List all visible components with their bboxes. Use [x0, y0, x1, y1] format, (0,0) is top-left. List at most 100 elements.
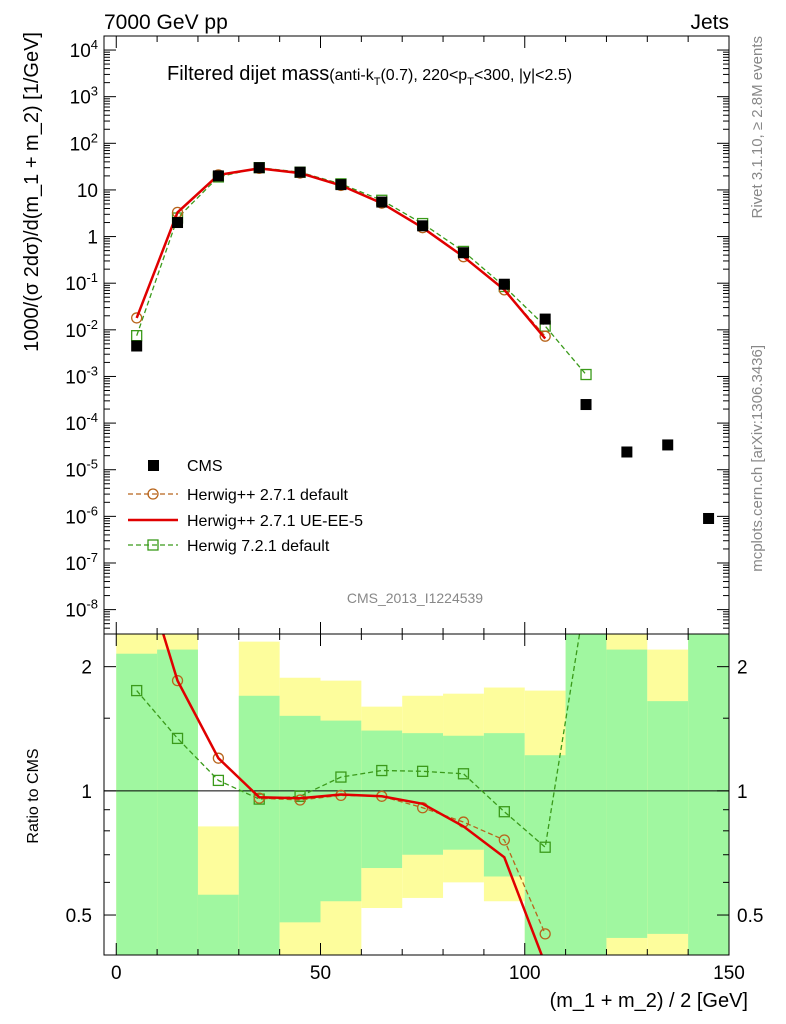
tick-exponent: 4: [91, 37, 98, 52]
tick-exponent: -5: [86, 457, 98, 472]
cms-data-point: [539, 313, 551, 325]
main-y-axis-label: 1000/(σ 2dσ)/d(m_1 + m_2) [1/GeV]: [21, 32, 43, 352]
ratio-axes: 0.5 0.5 1 1 2 2 0 50 100 150: [66, 633, 763, 984]
ratio-band-inner: [320, 720, 362, 902]
ratio-band-inner: [565, 634, 607, 955]
cms-data-point: [253, 162, 265, 174]
main-y-tick-label: 10-3: [65, 363, 98, 388]
ratio-band-inner: [402, 733, 444, 855]
ratio-herwig72-point: [212, 774, 225, 787]
tick-base: 10: [65, 367, 86, 388]
ratio-herwigpp-default-point: [171, 674, 184, 687]
main-y-tick-label: 10-5: [65, 457, 98, 482]
ratio-band-inner: [483, 733, 525, 877]
cms-data-point: [131, 340, 143, 352]
header-energy-label: 7000 GeV pp: [104, 11, 228, 34]
ratio-band-inner: [279, 715, 321, 923]
ratio-herwig72-point: [539, 841, 551, 853]
x-tick-label: 50: [310, 963, 331, 984]
herwigpp-default-point: [539, 330, 551, 342]
cms-data-point: [294, 166, 306, 178]
tick-base: 10: [65, 414, 86, 435]
ratio-band-inner: [116, 653, 158, 955]
cms-data-point: [376, 196, 388, 208]
legend: CMS Herwig++ 2.7.1 default Herwig++ 2.7.…: [128, 458, 363, 555]
ratio-line-herwig-2-7-1-default: [162, 634, 546, 935]
legend-herwig72-marker: [147, 539, 159, 551]
legend-herwigpp-ueee5-label: Herwig++ 2.7.1 UE-EE-5: [187, 513, 363, 530]
header-process-label: Jets: [690, 11, 729, 34]
main-y-tick-label: 10-4: [65, 410, 98, 435]
main-line-herwig-7-2-1-default: [136, 167, 587, 375]
cms-data-point: [335, 179, 347, 191]
main-y-tick-label: 10-7: [65, 550, 98, 575]
main-y-tick-label: 10-1: [65, 270, 98, 295]
ratio-herwig72-point: [171, 732, 184, 745]
ratio-band-inner: [524, 755, 566, 955]
main-y-tick-label: 10-8: [65, 597, 98, 622]
cms-data-point: [212, 170, 224, 182]
legend-herwigpp-default-label: Herwig++ 2.7.1 default: [187, 487, 349, 504]
ratio-y-tick-label-right: 1: [737, 782, 748, 803]
ratio-band-inner: [443, 735, 484, 850]
ratio-y-tick-label: 2: [81, 658, 92, 679]
legend-cms-label: CMS: [187, 458, 223, 475]
rivet-version-label: Rivet 3.1.10, ≥ 2.8M events: [749, 36, 766, 219]
tick-exponent: 3: [91, 84, 98, 99]
ratio-y-tick-label: 0.5: [66, 906, 92, 927]
cms-data-point: [580, 399, 592, 411]
main-y-tick-label: 104: [70, 37, 98, 62]
x-tick-label: 150: [713, 963, 745, 984]
ratio-herwig72-point: [498, 806, 510, 818]
analysis-reference: CMS_2013_I1224539: [347, 590, 483, 606]
x-axis-label: (m_1 + m_2) / 2 [GeV]: [550, 990, 748, 1012]
ratio-band-inner: [647, 701, 689, 934]
herwig72-point: [580, 368, 592, 381]
main-y-tick-label: 102: [70, 130, 98, 155]
cms-data-point: [703, 512, 715, 524]
ratio-y-tick-label-right: 0.5: [737, 906, 763, 927]
ratio-band-inner: [238, 695, 280, 955]
ratio-herwigpp-default-point: [539, 928, 551, 940]
tick-exponent: -3: [86, 363, 98, 378]
ratio-plot-area: [104, 542, 729, 955]
main-y-tick-label: 10-6: [65, 503, 98, 528]
ratio-herwig72-point: [581, 589, 591, 599]
cms-data-point: [457, 247, 469, 259]
chart-title-detail-sub-2: T: [467, 76, 474, 88]
main-line-herwig-2-7-1-ue-ee-5: [135, 167, 547, 340]
main-y-tick-label: 10-2: [65, 317, 98, 342]
ratio-band-inner: [197, 894, 239, 955]
tick-base: 10: [65, 601, 86, 622]
tick-exponent: -4: [86, 410, 98, 425]
chart-title: Filtered dijet mass(anti-kT(0.7), 220<pT…: [167, 63, 572, 88]
tick-exponent: -7: [86, 550, 98, 565]
x-tick-label: 0: [111, 963, 122, 984]
tick-exponent: -2: [86, 317, 98, 332]
legend-cms-marker: [148, 460, 159, 471]
ratio-frame: [103, 633, 730, 956]
ratio-band-inner: [688, 634, 729, 955]
main-axes: 10-810-710-610-510-410-310-210-111010210…: [65, 35, 730, 635]
tick-base: 10: [70, 88, 91, 109]
ratio-band-inner: [606, 649, 648, 938]
ratio-line-herwig-7-2-1-default: [136, 634, 581, 849]
ratio-herwig72-point: [131, 684, 143, 697]
ratio-uncertainty-bands: [116, 634, 729, 955]
herwigpp-default-point: [131, 312, 143, 324]
tick-exponent: -6: [86, 503, 98, 518]
chart-title-detail-3: <300, |y|<2.5): [474, 67, 572, 84]
ratio-y-tick-label: 1: [81, 782, 92, 803]
cms-data-point: [172, 217, 184, 229]
tick-base: 10: [65, 274, 86, 295]
chart-title-main: Filtered dijet mass: [167, 63, 329, 85]
tick-exponent: 2: [91, 130, 98, 145]
ratio-band-inner: [157, 649, 198, 955]
tick-base: 10: [70, 134, 91, 155]
ratio-herwig72-point: [294, 790, 306, 802]
ratio-y-axis-label: Ratio to CMS: [25, 748, 42, 843]
chart-title-detail-1: (anti-k: [329, 67, 374, 84]
mcplots-reference-label: mcplots.cern.ch [arXiv:1306.3436]: [749, 345, 766, 572]
ratio-herwigpp-default-point: [132, 542, 142, 552]
